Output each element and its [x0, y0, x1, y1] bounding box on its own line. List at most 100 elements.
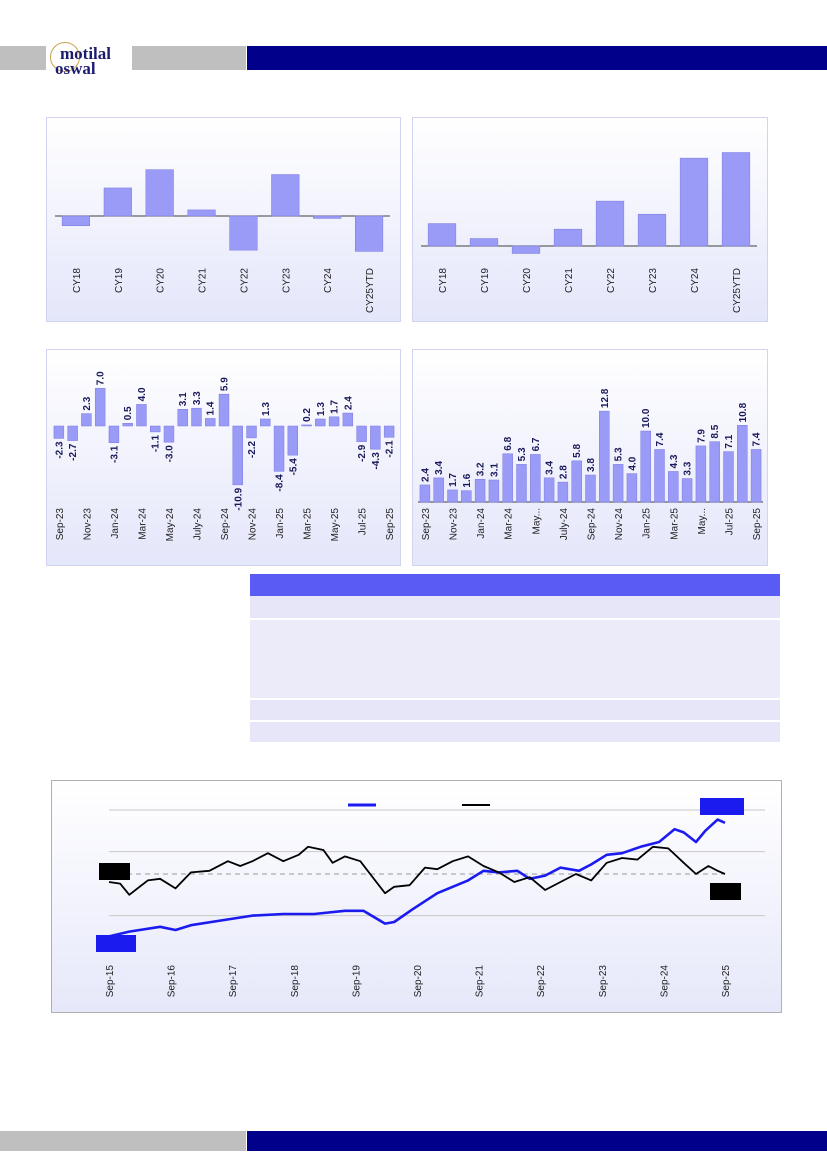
x-tick-label: CY21	[564, 268, 575, 293]
bar	[585, 474, 596, 503]
x-tick-label: Jan-24	[110, 508, 121, 539]
x-tick-label: Sep-21	[475, 965, 486, 998]
bar	[177, 409, 188, 427]
bar	[530, 454, 541, 503]
x-tick-label: May-25	[330, 508, 341, 542]
x-tick-label: CY24	[323, 268, 334, 293]
bar	[370, 425, 381, 450]
bar	[474, 479, 486, 503]
bar	[342, 412, 354, 427]
data-label: 2.4	[420, 468, 431, 482]
bar	[67, 425, 78, 441]
data-label: 1.6	[462, 473, 473, 487]
bar	[640, 430, 651, 503]
logo-text-line2: oswal	[55, 59, 96, 78]
bar	[737, 425, 748, 503]
data-label: 3.4	[545, 461, 556, 475]
series-line-blue	[108, 818, 726, 938]
x-tick-label: CY19	[480, 268, 491, 293]
value-callout-blue	[700, 798, 744, 815]
bar	[136, 404, 147, 427]
x-tick-label: May...	[697, 508, 708, 534]
x-tick-label: CY18	[438, 268, 449, 293]
x-tick-label: Nov-24	[248, 508, 259, 541]
bar	[383, 425, 395, 438]
x-tick-label: Sep-15	[105, 965, 116, 998]
x-tick-label: Sep-17	[228, 965, 239, 998]
table-row	[250, 596, 780, 618]
data-label: 7.1	[724, 434, 735, 448]
start-callout-blue	[96, 935, 136, 952]
data-label: 6.7	[531, 437, 542, 451]
data-label: 2.4	[343, 396, 354, 410]
bar	[668, 471, 679, 503]
bar	[557, 481, 569, 503]
bar	[427, 223, 457, 247]
chart-panel-annual-2: CY18 CY19 CY20 CY21 CY22 CY23 CY24 CY25YTD	[412, 117, 768, 322]
data-label: -4.3	[371, 452, 382, 470]
bar	[108, 425, 120, 443]
bar	[709, 441, 720, 503]
data-label: 7.9	[696, 429, 707, 443]
x-tick-label: Nov-23	[449, 508, 460, 541]
footer-grey-band	[0, 1131, 246, 1151]
bar	[149, 425, 161, 433]
x-tick-label: CY25YTD	[365, 268, 376, 313]
x-tick-label: CY19	[114, 268, 125, 293]
x-tick-label: Jan-24	[476, 508, 487, 539]
bar	[612, 464, 624, 503]
x-tick-label: Sep-23	[598, 965, 609, 998]
bar	[461, 490, 472, 503]
line-chart: Sep-15 Sep-16 Sep-17 Sep-18 Sep-19 Sep-20 Sep-…	[96, 798, 765, 998]
x-tick-label: Sep-23	[421, 508, 432, 541]
bar	[502, 453, 513, 503]
data-label: 3.8	[586, 458, 597, 472]
x-tick-label: CY22	[239, 268, 250, 293]
data-label: -8.4	[275, 474, 286, 492]
bar	[53, 425, 65, 439]
table-header-row	[250, 574, 780, 596]
data-label: 4.3	[669, 454, 680, 468]
data-label: 5.3	[614, 447, 625, 461]
x-tick-label: CY25YTD	[732, 268, 743, 313]
data-label: -2.1	[385, 440, 396, 458]
x-tick-label: May-24	[165, 508, 176, 542]
bar	[218, 393, 230, 427]
bar	[328, 416, 340, 427]
x-tick-label: Jan-25	[642, 508, 653, 539]
data-label: 3.3	[683, 461, 694, 475]
table-row	[250, 720, 780, 742]
bar	[433, 477, 444, 503]
data-label: 8.5	[710, 424, 721, 438]
bar	[229, 215, 258, 251]
bar	[599, 410, 610, 503]
x-tick-label: Sep-25	[752, 508, 763, 541]
data-label: 3.4	[434, 461, 445, 475]
bar	[271, 174, 300, 217]
bar	[313, 215, 342, 219]
x-tick-label: Sep-25	[385, 508, 396, 541]
data-label: 2.8	[558, 465, 569, 479]
x-tick-label: CY20	[156, 268, 167, 293]
logo-ring-icon	[50, 42, 80, 72]
data-label: -2.7	[68, 443, 79, 461]
x-tick-label: CY23	[281, 268, 292, 293]
data-label: 1.4	[206, 401, 217, 415]
data-label: 10.8	[738, 402, 749, 422]
x-tick-label: CY18	[72, 268, 83, 293]
x-tick-label: Sep-24	[587, 508, 598, 541]
x-tick-label: Jul-25	[725, 508, 736, 536]
x-tick-label: CY23	[648, 268, 659, 293]
table-row	[250, 698, 780, 722]
data-label: 4.0	[627, 456, 638, 470]
data-label: 4.0	[137, 387, 148, 401]
x-tick-label: Sep-16	[167, 965, 178, 998]
data-label: -3.0	[164, 445, 175, 463]
data-label: 12.8	[600, 388, 611, 408]
data-label: 10.0	[641, 408, 652, 428]
chart-monthly-1: -2.3 -2.72.37.0-3.10.54.0-1.1-3.03.1 3.31.…	[53, 371, 396, 542]
footer-navy-band	[247, 1131, 827, 1151]
x-tick-label: Sep-19	[351, 965, 362, 998]
chart-annual-1: CY18 CY19 CY20 CY21 CY22 CY23 CY24 CY25YTD	[55, 169, 390, 313]
x-tick-label: Sep-24	[659, 965, 670, 998]
